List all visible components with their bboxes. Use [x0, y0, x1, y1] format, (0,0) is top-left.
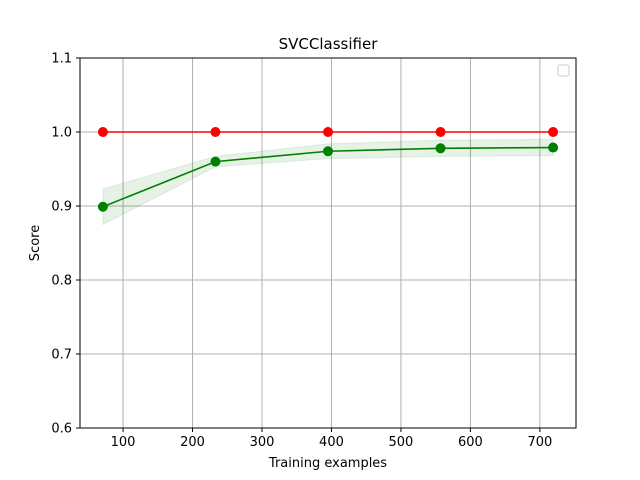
y-tick-label: 0.7 — [51, 348, 72, 363]
x-tick-label: 500 — [389, 435, 414, 450]
data-point-0 — [548, 127, 559, 137]
y-tick-label: 0.6 — [51, 422, 72, 437]
x-tick-label: 200 — [180, 435, 205, 450]
y-axis-ticks: 0.6 0.7 0.8 0.9 1.0 1.1 — [51, 52, 80, 437]
y-tick-label: 0.8 — [51, 274, 72, 289]
x-axis-label: Training examples — [268, 456, 387, 471]
data-point-1 — [548, 142, 559, 153]
chart-title: SVCClassifier — [279, 35, 379, 53]
x-tick-label: 400 — [319, 435, 344, 450]
series-points — [97, 127, 559, 212]
data-point-1 — [210, 156, 221, 167]
x-tick-label: 100 — [111, 435, 136, 450]
y-tick-label: 1.0 — [51, 126, 72, 141]
y-tick-label: 1.1 — [51, 52, 72, 67]
data-point-0 — [435, 127, 446, 137]
data-point-0 — [97, 127, 108, 137]
x-tick-label: 600 — [458, 435, 483, 450]
plot-frame — [79, 57, 577, 429]
x-tick-label: 300 — [250, 435, 275, 450]
y-axis-label: Score — [28, 225, 43, 261]
data-point-0 — [210, 127, 221, 137]
data-point-1 — [435, 143, 446, 154]
y-tick-label: 0.9 — [51, 200, 72, 215]
x-tick-label: 700 — [527, 435, 552, 450]
data-point-1 — [323, 146, 333, 157]
data-point-1 — [97, 201, 108, 212]
data-point-0 — [323, 127, 333, 137]
x-axis-ticks: 100 200 300 400 500 600 700 — [111, 428, 552, 450]
legend-box — [557, 64, 570, 77]
